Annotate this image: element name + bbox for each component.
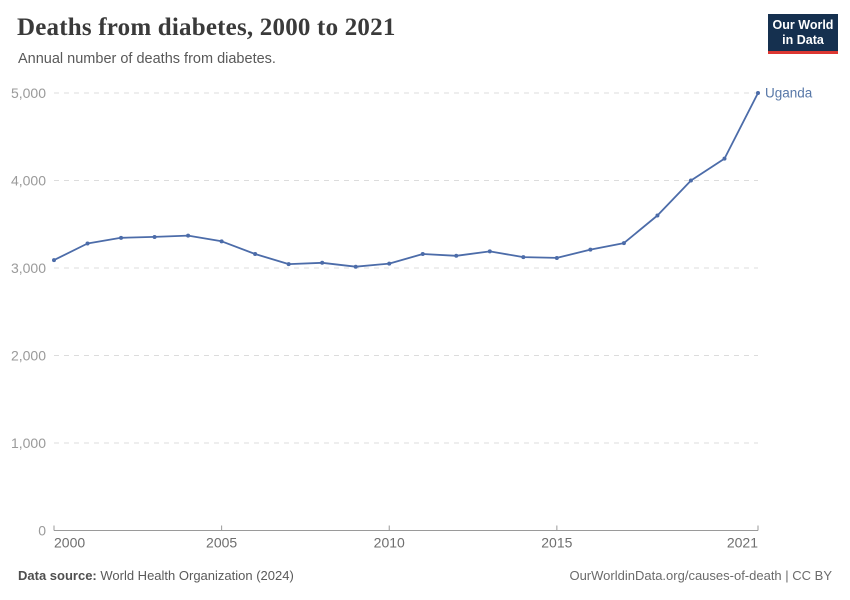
svg-text:3,000: 3,000 bbox=[11, 260, 46, 276]
data-point[interactable] bbox=[688, 178, 693, 183]
svg-text:2010: 2010 bbox=[374, 535, 405, 551]
chart-footer: Data source: World Health Organization (… bbox=[18, 568, 832, 583]
svg-text:2015: 2015 bbox=[541, 535, 572, 551]
data-point[interactable] bbox=[588, 247, 593, 252]
data-point[interactable] bbox=[454, 253, 459, 258]
data-point[interactable] bbox=[320, 260, 325, 265]
x-axis-labels: 2000 2005 2010 2015 2021 bbox=[54, 535, 758, 551]
data-point[interactable] bbox=[353, 264, 358, 269]
svg-text:1,000: 1,000 bbox=[11, 435, 46, 451]
data-source: Data source: World Health Organization (… bbox=[18, 568, 294, 583]
data-point[interactable] bbox=[286, 262, 291, 267]
data-point[interactable] bbox=[85, 241, 90, 246]
data-point[interactable] bbox=[756, 91, 760, 95]
data-point[interactable] bbox=[655, 213, 660, 218]
y-gridlines bbox=[54, 92, 758, 444]
svg-text:2005: 2005 bbox=[206, 535, 237, 551]
svg-text:2000: 2000 bbox=[54, 535, 85, 551]
data-point[interactable] bbox=[420, 252, 425, 256]
y-axis-labels: 0 1,000 2,000 3,000 4,000 5,000 bbox=[11, 85, 46, 539]
series-end-label[interactable]: Uganda bbox=[765, 86, 813, 101]
x-axis bbox=[53, 525, 759, 531]
credit-link[interactable]: OurWorldinData.org/causes-of-death | CC … bbox=[569, 568, 832, 583]
data-point[interactable] bbox=[253, 252, 258, 256]
data-point[interactable] bbox=[554, 255, 559, 260]
data-point[interactable] bbox=[52, 258, 56, 263]
data-source-value: World Health Organization (2024) bbox=[96, 568, 294, 583]
svg-text:4,000: 4,000 bbox=[11, 172, 46, 188]
data-point[interactable] bbox=[219, 239, 224, 244]
data-point[interactable] bbox=[152, 234, 157, 239]
owid-logo[interactable]: Our World in Data bbox=[768, 14, 838, 54]
svg-text:2021: 2021 bbox=[727, 535, 758, 551]
data-point[interactable] bbox=[186, 233, 191, 238]
owid-logo-line1: Our World bbox=[772, 18, 834, 32]
owid-logo-line2: in Data bbox=[782, 32, 824, 47]
data-point[interactable] bbox=[621, 241, 626, 246]
svg-text:0: 0 bbox=[38, 522, 46, 538]
data-point[interactable] bbox=[722, 156, 727, 161]
svg-text:5,000: 5,000 bbox=[11, 85, 46, 101]
data-point[interactable] bbox=[521, 255, 526, 260]
data-point[interactable] bbox=[387, 261, 392, 266]
data-line-uganda[interactable] bbox=[53, 92, 759, 268]
data-point[interactable] bbox=[119, 235, 124, 240]
page-title: Deaths from diabetes, 2000 to 2021 bbox=[17, 14, 396, 41]
svg-text:2,000: 2,000 bbox=[11, 347, 46, 363]
data-points-uganda[interactable] bbox=[52, 91, 760, 269]
data-point[interactable] bbox=[487, 249, 492, 254]
page-subtitle: Annual number of deaths from diabetes. bbox=[18, 51, 276, 67]
data-source-label: Data source: bbox=[18, 568, 97, 583]
